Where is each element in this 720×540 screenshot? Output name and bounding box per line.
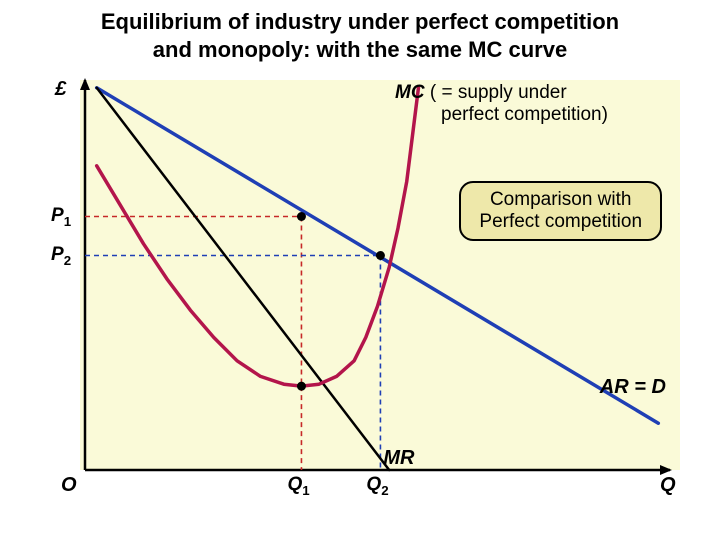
p1-label: P1 [51, 205, 71, 229]
comparison-callout: Comparison with Perfect competition [459, 181, 662, 241]
chart-area: £ O Q P1 P2 Q1 Q2 MC ( = supply under pe… [50, 70, 680, 500]
callout-line2: Perfect competition [479, 211, 642, 232]
chart-title: Equilibrium of industry under perfect co… [0, 8, 720, 63]
chart-svg [50, 70, 680, 500]
mc-curve-label: MC ( = supply under perfect competition) [395, 82, 608, 126]
x-axis-label: Q [660, 474, 676, 497]
origin-label: O [61, 474, 77, 497]
title-line1: Equilibrium of industry under perfect co… [101, 9, 619, 34]
p2-label: P2 [51, 244, 71, 268]
callout-line1: Comparison with [490, 189, 632, 210]
title-line2: and monopoly: with the same MC curve [153, 37, 567, 62]
y-axis-label: £ [55, 78, 66, 101]
q1-label: Q1 [287, 474, 309, 498]
q2-label: Q2 [366, 474, 388, 498]
mr-curve-label: MR [383, 447, 414, 470]
ar-curve-label: AR = D [600, 376, 666, 399]
